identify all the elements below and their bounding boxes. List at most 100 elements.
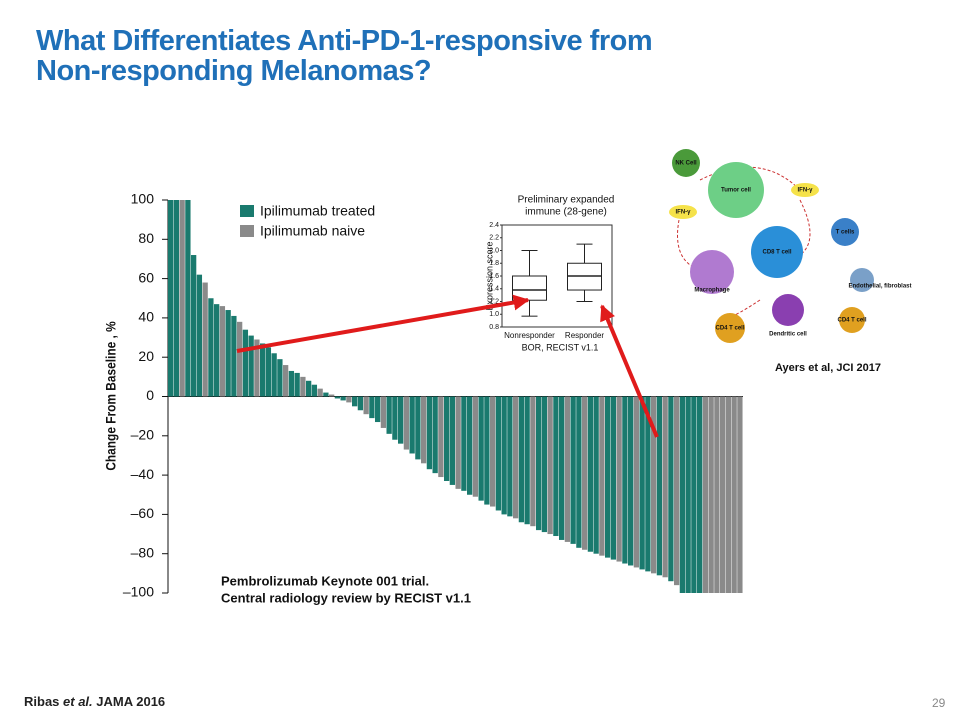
- bar: [363, 396, 369, 415]
- bar: [346, 396, 352, 403]
- bar: [467, 396, 473, 495]
- bar: [691, 396, 697, 593]
- bar: [593, 396, 599, 554]
- bar: [685, 396, 691, 593]
- diagram-label: CD4 T cell: [837, 318, 866, 324]
- bar: [357, 396, 364, 411]
- bar: [478, 396, 484, 501]
- bar: [616, 396, 622, 562]
- bar: [191, 255, 197, 397]
- bar: [202, 282, 208, 397]
- bar: [547, 396, 553, 535]
- bar: [300, 376, 306, 397]
- bar: [173, 200, 180, 397]
- y-tick-label: 40: [138, 309, 154, 325]
- y-tick-label: 0: [146, 387, 154, 403]
- bar: [196, 274, 203, 397]
- bar: [576, 396, 582, 548]
- bar: [536, 396, 542, 531]
- bar: [599, 396, 605, 556]
- box: [512, 275, 547, 301]
- bar: [541, 396, 548, 533]
- diagram-label: CD8 T cell: [762, 250, 791, 256]
- bar: [708, 396, 714, 593]
- title-line: What Differentiates Anti-PD-1-responsive…: [36, 25, 653, 57]
- diagram-label: T cells: [836, 230, 855, 236]
- bar: [668, 396, 674, 582]
- bar: [559, 396, 565, 540]
- bar: [461, 396, 467, 491]
- y-tick-label: –100: [123, 584, 154, 600]
- bar: [651, 396, 657, 574]
- bar: [564, 396, 571, 542]
- bar: [254, 339, 260, 397]
- slide-title: What Differentiates Anti-PD-1-responsive…: [36, 25, 653, 87]
- y-tick-label: 60: [138, 269, 154, 285]
- legend-swatch: [240, 225, 254, 237]
- box-title: Preliminary expanded: [518, 195, 615, 206]
- bar: [714, 396, 720, 593]
- bar: [725, 396, 732, 593]
- bar: [386, 396, 392, 434]
- bar: [605, 396, 611, 558]
- y-tick-label: 1.0: [489, 311, 499, 318]
- bar: [731, 396, 737, 593]
- bar: [294, 372, 300, 397]
- x-tick-label: Nonresponder: [504, 331, 555, 340]
- diagram-citation: Ayers et al, JCI 2017: [775, 362, 881, 374]
- citation-part: et al.: [63, 694, 93, 709]
- bar: [432, 396, 438, 474]
- diagram-label: Tumor cell: [721, 188, 751, 194]
- bar: [219, 306, 226, 397]
- bar: [697, 396, 703, 593]
- bar: [340, 396, 346, 401]
- bar: [208, 298, 214, 397]
- bar: [737, 396, 743, 593]
- y-tick-label: 2.2: [489, 235, 499, 242]
- title-line: Non-responding Melanomas?: [36, 55, 432, 87]
- bar: [530, 396, 536, 527]
- arrow: [600, 304, 659, 438]
- diagram-label: CD4 T cell: [715, 326, 744, 332]
- bar: [507, 396, 513, 517]
- y-tick-label: 2.0: [489, 247, 499, 254]
- bar: [570, 396, 576, 544]
- y-tick-label: 100: [131, 191, 155, 207]
- bar: [225, 310, 231, 397]
- bar: [426, 396, 433, 470]
- y-axis-label: Change From Baseline , %: [103, 321, 119, 471]
- bar: [553, 396, 559, 537]
- bar: [421, 396, 427, 464]
- diagram-label: IFN-γ: [676, 210, 692, 216]
- x-tick-label: Responder: [565, 331, 604, 340]
- diagram-label: IFN-γ: [798, 188, 814, 194]
- x-axis-label: BOR, RECIST v1.1: [522, 342, 599, 352]
- bar: [277, 359, 283, 397]
- bar: [438, 396, 444, 478]
- box-title: immune (28-gene): [525, 207, 607, 218]
- bar: [674, 396, 680, 586]
- citation-part: JAMA 2016: [96, 694, 166, 709]
- y-tick-label: 20: [138, 348, 154, 364]
- bar: [501, 396, 507, 515]
- y-tick-label: 0.8: [489, 324, 499, 331]
- bar: [306, 380, 312, 397]
- bar: [628, 396, 634, 566]
- bar: [639, 396, 645, 570]
- bar: [265, 347, 272, 397]
- legend-swatch: [240, 205, 254, 217]
- bar: [518, 396, 525, 523]
- bar: [472, 396, 479, 497]
- bar: [702, 396, 709, 593]
- y-tick-label: 2.4: [489, 222, 499, 229]
- diagram-label: Endothelial, fibroblast: [848, 284, 911, 290]
- bar: [403, 396, 410, 450]
- bar: [409, 396, 415, 454]
- page-number: 29: [932, 696, 946, 710]
- diagram-label: Dendritic cell: [769, 332, 807, 338]
- bar: [415, 396, 421, 460]
- bar: [317, 388, 323, 397]
- y-tick-label: 1.8: [489, 260, 499, 267]
- annotation: Pembrolizumab Keynote 001 trial.: [221, 573, 429, 588]
